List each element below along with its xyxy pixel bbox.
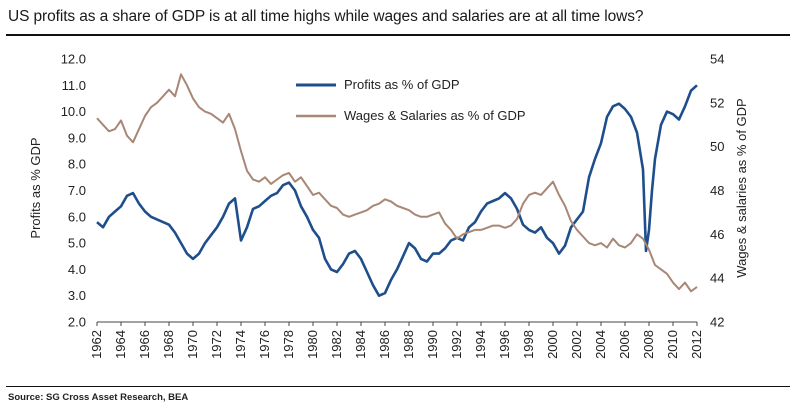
legend: Profits as % of GDP Wages & Salaries as %… xyxy=(296,77,526,123)
y-left-tick-label: 11.0 xyxy=(62,78,86,93)
x-tick-label: 1966 xyxy=(137,330,152,359)
x-tick-label: 1990 xyxy=(425,330,440,359)
wages-series-line xyxy=(96,73,698,293)
x-tick-label: 2006 xyxy=(617,330,632,359)
x-tick-label: 2004 xyxy=(593,330,608,359)
x-tick-label: 1970 xyxy=(185,330,200,359)
legend-label: Profits as % of GDP xyxy=(344,77,460,92)
y-left-tick-label: 8.0 xyxy=(68,157,86,172)
y-left-tick-label: 6.0 xyxy=(68,209,86,224)
y-right-tick-label: 54 xyxy=(710,52,724,67)
x-tick-label: 1996 xyxy=(497,330,512,359)
y-right-tick-label: 44 xyxy=(710,271,724,286)
x-tick-label: 2000 xyxy=(545,330,560,359)
x-tick-label: 2002 xyxy=(569,330,584,359)
legend-label: Wages & Salaries as % of GDP xyxy=(344,108,526,123)
y-left-tick-label: 2.0 xyxy=(68,315,86,330)
x-tick-label: 2008 xyxy=(641,330,656,359)
x-tick-label: 1974 xyxy=(233,330,248,359)
x-tick-label: 1992 xyxy=(449,330,464,359)
y-left-tick-label: 5.0 xyxy=(68,236,86,251)
chart-title: US profits as a share of GDP is at all t… xyxy=(8,8,644,25)
x-tick-label: 1994 xyxy=(473,330,488,359)
x-tick-label: 2012 xyxy=(689,330,704,359)
x-tick-label: 1982 xyxy=(329,330,344,359)
y-axis-right-label: Wages & salaries as % of GDP xyxy=(734,98,749,277)
y-axis-left-label: Profits as % GDP xyxy=(28,137,43,238)
source-rule xyxy=(6,386,790,387)
x-tick-label: 1988 xyxy=(401,330,416,359)
y-left-tick-label: 9.0 xyxy=(68,130,86,145)
x-tick-label: 1998 xyxy=(521,330,536,359)
x-tick-label: 1984 xyxy=(353,330,368,359)
profits-series-line xyxy=(96,84,698,297)
y-right-tick-label: 48 xyxy=(710,183,724,198)
x-tick-label: 1978 xyxy=(281,330,296,359)
x-tick-label: 1972 xyxy=(209,330,224,359)
x-tick-label: 1976 xyxy=(257,330,272,359)
y-left-tick-label: 12.0 xyxy=(61,52,86,67)
y-right-tick-label: 46 xyxy=(710,227,724,242)
series-lines xyxy=(96,73,698,297)
title-rule xyxy=(6,34,790,36)
y-left-tick-label: 10.0 xyxy=(61,104,86,119)
dual-axis-line-chart: 1962 1964 1966 1968 1970 1972 1974 1976 1978 1980… xyxy=(28,52,749,359)
x-tick-label: 1980 xyxy=(305,330,320,359)
y-left-tick-label: 3.0 xyxy=(68,288,86,303)
y-right-tick-label: 50 xyxy=(710,139,724,154)
axes: 1962 1964 1966 1968 1970 1972 1974 1976 1978 1980… xyxy=(61,52,725,359)
y-right-tick-label: 52 xyxy=(710,95,724,110)
x-tick-label: 1962 xyxy=(89,330,104,359)
x-tick-label: 1986 xyxy=(377,330,392,359)
x-tick-label: 2010 xyxy=(665,330,680,359)
x-tick-label: 1964 xyxy=(113,330,128,359)
x-tick-label: 1968 xyxy=(161,330,176,359)
y-left-tick-label: 4.0 xyxy=(68,262,86,277)
y-right-tick-label: 42 xyxy=(710,315,724,330)
y-left-tick-label: 7.0 xyxy=(68,183,86,198)
source-note: Source: SG Cross Asset Research, BEA xyxy=(8,392,189,403)
